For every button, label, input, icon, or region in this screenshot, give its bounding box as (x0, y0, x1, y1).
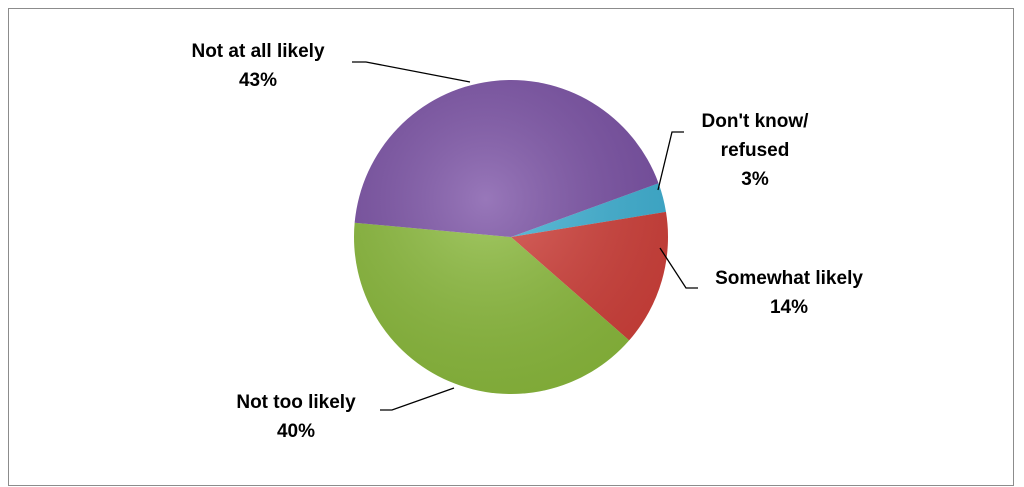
leader-line-3 (352, 61, 471, 83)
leader-line-1 (659, 247, 698, 289)
slice-label-1: Somewhat likely 14% (715, 268, 863, 318)
slice-value-label: 40% (277, 421, 315, 442)
leader-line-0 (657, 131, 684, 191)
slice-label-3: Not at all likely 43% (191, 41, 324, 91)
slice-category-label: Not at all likely (191, 41, 324, 62)
slice-category-label: refused (721, 140, 790, 161)
leader-line-2 (380, 387, 455, 411)
slice-category-label: Don't know/ (702, 111, 810, 132)
slice-label-2: Not too likely 40% (236, 392, 356, 442)
slice-label-0: Don't know/refused 3% (702, 111, 810, 190)
slice-value-label: 14% (770, 297, 808, 318)
slice-value-label: 3% (741, 169, 769, 190)
slice-category-label: Somewhat likely (715, 268, 863, 289)
slice-value-label: 43% (239, 70, 277, 91)
slice-category-label: Not too likely (236, 392, 356, 413)
